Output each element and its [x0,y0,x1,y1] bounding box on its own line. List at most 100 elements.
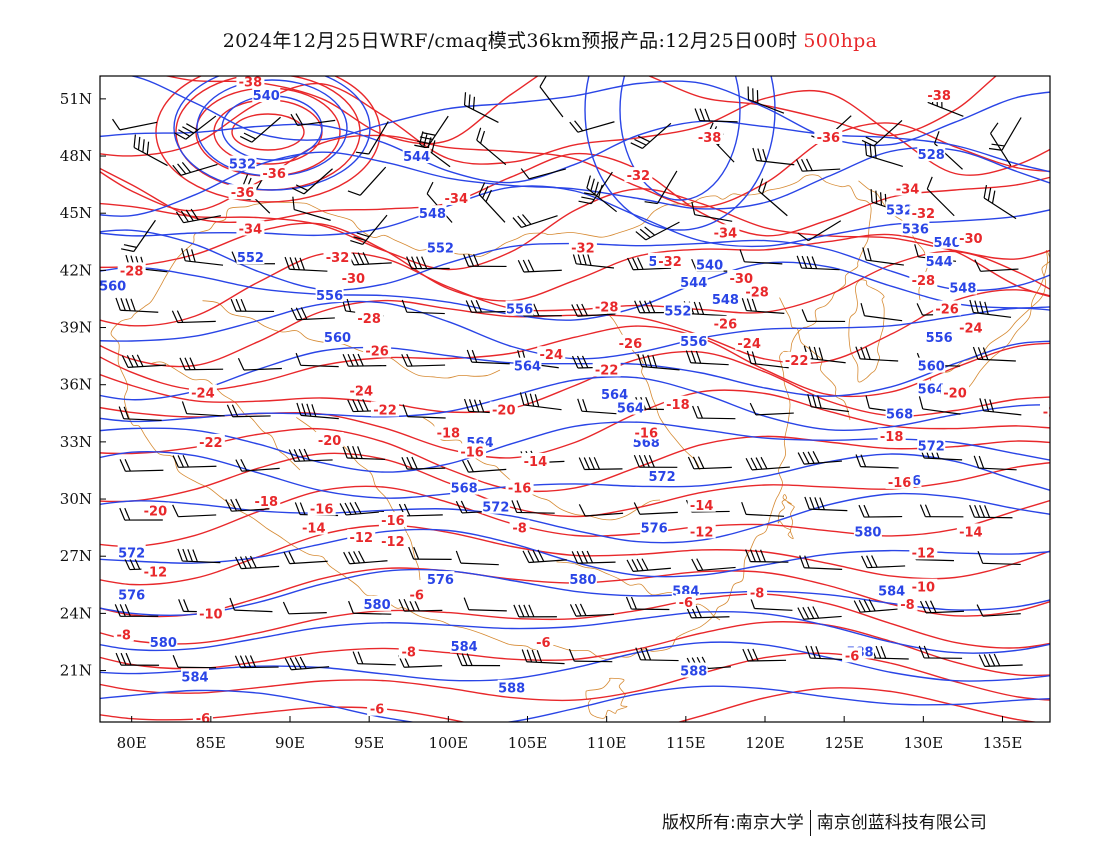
height-contour-label: 568 [886,407,913,422]
height-contour-label: 580 [854,525,881,540]
height-contour-label: 564 [601,388,628,403]
temperature-contour-label: -38 [698,131,722,146]
label-halo [505,300,534,316]
temperature-contour-label: -28 [745,285,769,300]
wind-barb [175,208,221,224]
label-halo [196,433,225,449]
label-halo [695,128,724,144]
label-halo [117,586,146,602]
wind-barb [133,134,168,167]
temperature-contour-label: -16 [888,476,912,491]
label-halo [592,361,621,377]
wind-barb [742,648,787,662]
height-contour-label: 564 [617,402,644,417]
wind-barb [225,498,270,512]
label-halo [735,334,764,350]
label-halo [509,519,530,535]
wind-barb [511,500,555,514]
label-halo [616,334,645,350]
wind-barb [855,454,899,469]
label-halo [489,401,518,417]
wind-barb [339,501,384,516]
temperature-contour-label: -30 [959,232,983,247]
label-halo [363,342,392,358]
label-halo [956,523,985,539]
lon-tick-label: 90E [275,734,305,752]
wind-barb [805,645,849,661]
wind-barb [749,402,794,416]
wind-barb [114,604,159,617]
temperature-contour-label: -28 [912,274,936,289]
temperature-contour-label: -20 [144,504,168,519]
wind-barb [644,170,678,205]
wind-barb [408,546,452,560]
wind-barb [465,299,510,313]
label-halo [909,544,938,560]
temperature-contour-label: -18 [255,495,279,510]
label-halo [743,283,772,299]
label-halo [687,523,716,539]
temperature-contour-label: -28 [595,301,619,316]
height-contour-label: 540 [934,236,961,251]
temperature-contour-label: -20 [318,434,342,449]
label-halo [513,357,542,373]
lat-tick-label: 24N [60,604,92,622]
temperature-contour-label: -26 [619,337,643,352]
label-halo [323,249,352,265]
wind-barb [519,392,562,411]
temperature-contour-label: -6 [536,636,550,651]
temperature-contour-label: -34 [445,192,469,207]
wind-barb [292,196,331,221]
label-halo [624,167,653,183]
wind-barb [797,220,842,242]
lon-tick-label: 135E [983,734,1023,752]
temperature-contour [100,188,1050,271]
province-boundary [556,561,721,621]
temperature-contour-label: -26 [935,302,959,317]
wind-barb [539,76,564,118]
wind-barb [237,357,282,371]
wind-barb [804,496,848,512]
wind-barb [864,142,904,167]
wind-barb [633,502,678,515]
label-halo [363,595,392,611]
label-halo [252,492,281,508]
wind-barb [586,175,617,213]
label-halo [956,229,985,245]
province-boundary [422,417,661,521]
temperature-contour-label: -18 [437,426,461,441]
temperature-contour [100,122,1050,212]
height-contour-label: 564 [514,360,541,375]
wind-barb [988,117,1022,151]
temperature-contour-label: -8 [900,598,914,613]
wind-barb [691,201,733,222]
wind-barb [569,120,615,133]
label-halo [192,710,213,722]
height-contour-label: 544 [680,276,707,291]
height-contour [100,421,1050,473]
wind-barb [348,600,392,615]
lat-tick-label: 27N [60,547,92,565]
label-halo [100,277,127,293]
label-halo [1040,403,1050,419]
label-halo [236,249,265,265]
temperature-contour-label: -6 [679,596,693,611]
wind-barb [918,645,963,659]
temperature-contour-label: -12 [381,535,405,550]
wind-barb [687,456,732,470]
height-contour-label: 584 [181,670,208,685]
wind-barb [296,402,339,420]
wind-barb [853,599,899,613]
wind-barb [181,248,224,266]
temperature-contour-label: -32 [627,169,651,184]
label-halo [402,148,431,164]
height-contour-label: 588 [498,682,525,697]
temperature-contour-label: -14 [302,522,326,537]
lon-tick-label: 95E [354,734,384,752]
temperature-contour-label: -32 [912,207,936,222]
height-contour [100,492,1050,544]
label-halo [917,380,946,396]
copyright-text: 版权所有:南京大学 [662,813,804,833]
height-contour-label: 560 [324,331,351,346]
lat-tick-label: 30N [60,490,92,508]
